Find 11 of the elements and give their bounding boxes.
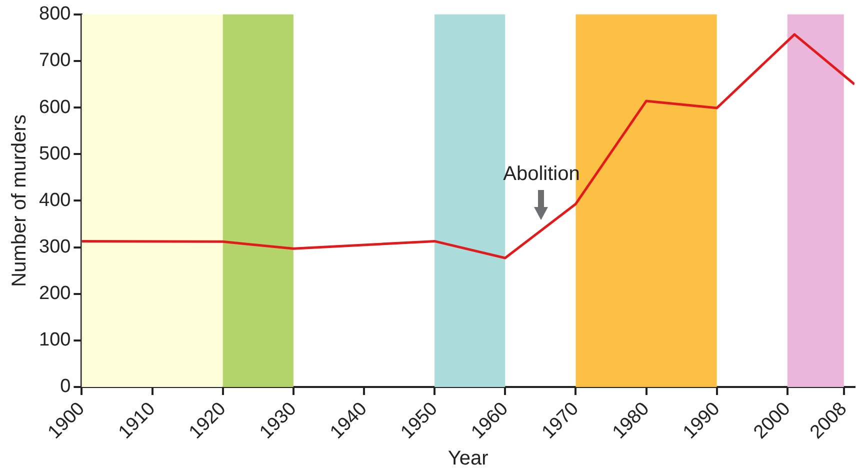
y-tick-label: 200 (39, 283, 71, 304)
y-tick-label: 0 (60, 376, 71, 398)
y-tick-label: 500 (39, 143, 71, 164)
x-axis-title: Year (448, 448, 489, 470)
y-axis-title: Number of murders (8, 114, 31, 287)
y-tick-label: 400 (39, 190, 71, 211)
y-tick-label: 300 (39, 236, 71, 258)
y-tick-label: 800 (39, 4, 71, 25)
y-tick-label: 100 (39, 330, 71, 351)
y-tick-label: 700 (39, 50, 71, 72)
y-tick-label: 600 (39, 96, 71, 118)
